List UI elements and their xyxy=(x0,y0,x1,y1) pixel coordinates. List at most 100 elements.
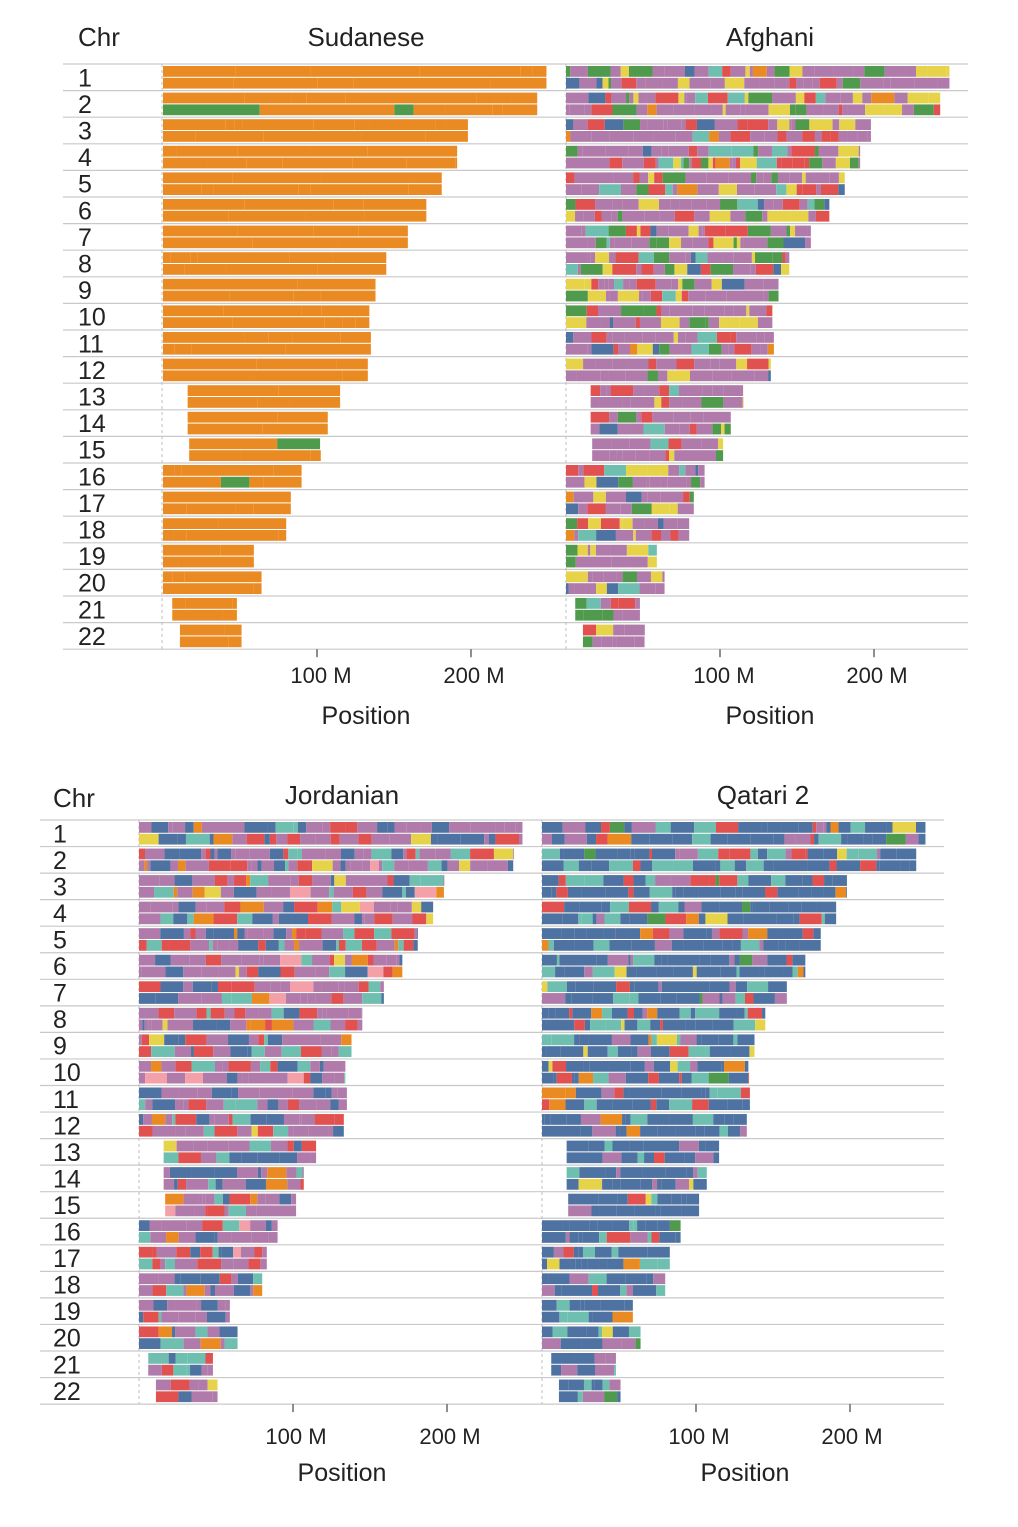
ancestry-segment xyxy=(894,92,908,104)
ancestry-segment xyxy=(542,1273,549,1285)
ancestry-segment xyxy=(629,66,653,77)
ancestry-segment xyxy=(640,119,648,130)
ancestry-segment xyxy=(624,624,645,636)
ancestry-segment xyxy=(277,1060,298,1072)
ancestry-segment xyxy=(730,210,746,222)
ancestry-segment xyxy=(313,981,322,993)
ancestry-segment xyxy=(683,157,690,169)
ancestry-segment xyxy=(814,145,819,157)
ancestry-segment xyxy=(586,1326,599,1338)
ancestry-segment xyxy=(176,1140,194,1152)
ancestry-segment xyxy=(656,225,669,237)
ancestry-segment xyxy=(710,954,730,966)
ancestry-segment xyxy=(321,928,332,939)
ancestry-segment xyxy=(704,305,725,317)
ancestry-segment xyxy=(250,1220,266,1232)
ancestry-segment xyxy=(573,119,588,130)
ancestry-segment xyxy=(340,848,355,860)
ancestry-segment xyxy=(857,131,868,142)
ancestry-segment xyxy=(678,981,702,993)
ancestry-segment xyxy=(155,954,171,966)
ancestry-segment xyxy=(151,1114,166,1125)
ancestry-segment xyxy=(511,92,538,104)
ancestry-segment xyxy=(297,848,302,860)
ancestry-segment xyxy=(629,1087,650,1099)
ancestry-segment xyxy=(197,1087,212,1099)
ancestry-segment xyxy=(690,875,710,886)
chromosome-label: 12 xyxy=(78,357,106,385)
ancestry-segment xyxy=(614,237,632,249)
ancestry-segment xyxy=(287,1178,301,1190)
ancestry-segment xyxy=(542,875,559,886)
ancestry-segment xyxy=(677,503,694,515)
ancestry-segment xyxy=(879,833,887,845)
ancestry-segment xyxy=(626,966,637,978)
ancestry-segment xyxy=(679,1007,691,1019)
ancestry-segment xyxy=(609,237,615,249)
chromosome-label: 16 xyxy=(78,463,106,491)
ancestry-segment xyxy=(780,822,799,833)
ancestry-segment xyxy=(628,954,631,966)
ancestry-segment xyxy=(656,358,677,370)
chromosome-label: 3 xyxy=(78,118,92,146)
ancestry-segment xyxy=(658,981,662,993)
ancestry-segment xyxy=(607,1046,618,1057)
ancestry-segment xyxy=(555,1007,570,1019)
ancestry-segment xyxy=(711,928,720,939)
ancestry-segment xyxy=(139,875,160,886)
ancestry-segment xyxy=(592,966,615,978)
ancestry-segment xyxy=(595,237,607,249)
ancestry-segment xyxy=(677,332,686,343)
ancestry-segment xyxy=(198,317,233,328)
ancestry-segment xyxy=(166,1232,179,1243)
ancestry-segment xyxy=(542,1034,552,1046)
ancestry-segment xyxy=(623,1087,630,1099)
ancestry-segment xyxy=(788,901,802,913)
ancestry-segment xyxy=(791,848,806,860)
ancestry-segment xyxy=(630,397,655,408)
ancestry-segment xyxy=(711,104,723,116)
ancestry-segment xyxy=(681,1072,692,1084)
ancestry-segment xyxy=(161,1311,169,1323)
ancestry-segment xyxy=(553,1072,557,1084)
ancestry-segment xyxy=(814,199,825,210)
ancestry-segment xyxy=(172,598,186,609)
ancestry-segment xyxy=(782,966,793,978)
ancestry-segment xyxy=(799,913,822,925)
ancestry-segment xyxy=(217,278,298,290)
ancestry-segment xyxy=(698,886,721,898)
ancestry-segment xyxy=(139,1273,159,1285)
ancestry-segment xyxy=(139,954,156,966)
ancestry-segment xyxy=(858,848,878,860)
ancestry-segment xyxy=(802,66,815,77)
ancestry-segment xyxy=(392,966,403,978)
ancestry-segment xyxy=(735,993,746,1004)
ancestry-segment xyxy=(809,119,833,130)
ancestry-segment xyxy=(139,1246,153,1258)
ancestry-segment xyxy=(583,358,596,370)
ancestry-segment xyxy=(364,210,427,222)
ancestry-segment xyxy=(796,77,804,89)
ancestry-segment xyxy=(374,928,392,939)
ancestry-segment xyxy=(560,1046,584,1057)
ancestry-segment xyxy=(650,571,663,583)
ancestry-segment xyxy=(175,1099,184,1111)
ancestry-segment xyxy=(671,939,684,951)
ancestry-segment xyxy=(269,833,277,845)
ancestry-segment xyxy=(617,1087,624,1099)
ancestry-segment xyxy=(204,1285,211,1296)
ancestry-segment xyxy=(629,278,637,290)
ancestry-segment xyxy=(369,119,436,130)
ancestry-segment xyxy=(389,833,412,845)
ancestry-segment xyxy=(267,822,276,833)
ancestry-segment xyxy=(340,860,346,872)
ancestry-segment xyxy=(542,1087,566,1099)
ancestry-segment xyxy=(617,1193,628,1205)
ancestry-segment xyxy=(635,598,640,609)
ancestry-segment xyxy=(155,1379,165,1391)
ancestry-segment xyxy=(163,1178,175,1190)
ancestry-segment xyxy=(618,476,633,488)
ancestry-segment xyxy=(697,332,717,343)
ancestry-segment xyxy=(258,939,266,951)
ancestry-segment xyxy=(694,66,709,77)
